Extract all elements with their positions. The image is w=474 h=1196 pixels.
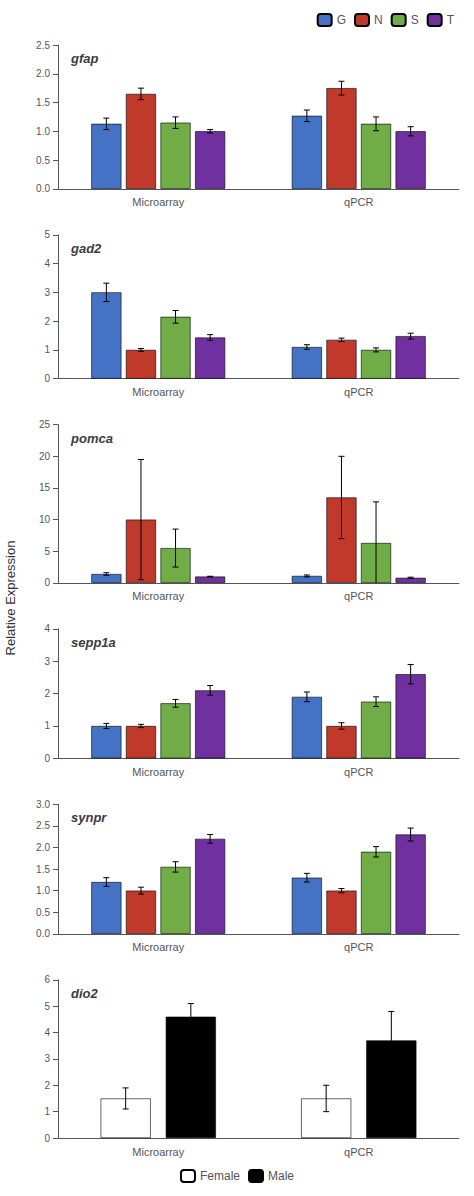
svg-text:1.0: 1.0 bbox=[36, 126, 50, 137]
svg-text:5: 5 bbox=[44, 546, 50, 557]
svg-text:qPCR: qPCR bbox=[344, 196, 373, 208]
svg-text:Microarray: Microarray bbox=[132, 386, 184, 398]
svg-text:2.5: 2.5 bbox=[36, 40, 50, 51]
svg-text:0: 0 bbox=[44, 577, 50, 588]
svg-text:sepp1a: sepp1a bbox=[71, 635, 116, 650]
svg-text:N: N bbox=[374, 13, 383, 27]
svg-text:qPCR: qPCR bbox=[344, 766, 373, 778]
svg-text:6: 6 bbox=[44, 974, 50, 985]
svg-text:5: 5 bbox=[44, 229, 50, 240]
svg-text:Relative Expression: Relative Expression bbox=[3, 541, 18, 656]
svg-text:20: 20 bbox=[39, 451, 51, 462]
svg-text:0.0: 0.0 bbox=[36, 183, 50, 194]
svg-text:Microarray: Microarray bbox=[132, 1146, 184, 1158]
svg-text:2: 2 bbox=[44, 1080, 50, 1091]
svg-text:0.0: 0.0 bbox=[36, 928, 50, 939]
svg-text:3: 3 bbox=[44, 1053, 50, 1064]
svg-text:0: 0 bbox=[44, 1133, 50, 1144]
svg-text:5: 5 bbox=[44, 1001, 50, 1012]
svg-text:15: 15 bbox=[39, 482, 51, 493]
svg-text:25: 25 bbox=[39, 419, 51, 430]
svg-text:dio2: dio2 bbox=[71, 986, 98, 1001]
svg-text:4: 4 bbox=[44, 258, 50, 269]
svg-text:1.5: 1.5 bbox=[36, 864, 50, 875]
svg-text:1: 1 bbox=[44, 1106, 50, 1117]
svg-text:2.5: 2.5 bbox=[36, 820, 50, 831]
svg-text:synpr: synpr bbox=[71, 810, 107, 825]
svg-text:3: 3 bbox=[44, 656, 50, 667]
svg-text:0.5: 0.5 bbox=[36, 907, 50, 918]
svg-text:qPCR: qPCR bbox=[344, 941, 373, 953]
svg-text:4: 4 bbox=[44, 623, 50, 634]
svg-text:S: S bbox=[411, 13, 419, 27]
svg-text:Female: Female bbox=[200, 1169, 240, 1183]
svg-text:1.0: 1.0 bbox=[36, 885, 50, 896]
svg-text:Microarray: Microarray bbox=[132, 941, 184, 953]
svg-text:Microarray: Microarray bbox=[132, 590, 184, 602]
svg-text:10: 10 bbox=[39, 514, 51, 525]
svg-text:3: 3 bbox=[44, 287, 50, 298]
svg-text:qPCR: qPCR bbox=[344, 386, 373, 398]
svg-text:0.5: 0.5 bbox=[36, 155, 50, 166]
svg-text:2: 2 bbox=[44, 316, 50, 327]
svg-text:pomca: pomca bbox=[70, 431, 113, 446]
svg-text:gfap: gfap bbox=[70, 51, 99, 66]
svg-text:G: G bbox=[337, 13, 346, 27]
svg-text:2.0: 2.0 bbox=[36, 842, 50, 853]
svg-text:qPCR: qPCR bbox=[344, 1146, 373, 1158]
svg-text:Male: Male bbox=[268, 1169, 294, 1183]
svg-text:gad2: gad2 bbox=[70, 241, 102, 256]
svg-text:1: 1 bbox=[44, 344, 50, 355]
svg-text:qPCR: qPCR bbox=[344, 590, 373, 602]
svg-text:0: 0 bbox=[44, 373, 50, 384]
svg-text:4: 4 bbox=[44, 1027, 50, 1038]
svg-text:1.5: 1.5 bbox=[36, 97, 50, 108]
svg-text:Microarray: Microarray bbox=[132, 196, 184, 208]
svg-text:Microarray: Microarray bbox=[132, 766, 184, 778]
svg-text:1: 1 bbox=[44, 720, 50, 731]
svg-text:3.0: 3.0 bbox=[36, 799, 50, 810]
svg-text:2: 2 bbox=[44, 688, 50, 699]
svg-text:2.0: 2.0 bbox=[36, 68, 50, 79]
svg-text:T: T bbox=[447, 13, 455, 27]
svg-text:0: 0 bbox=[44, 753, 50, 764]
